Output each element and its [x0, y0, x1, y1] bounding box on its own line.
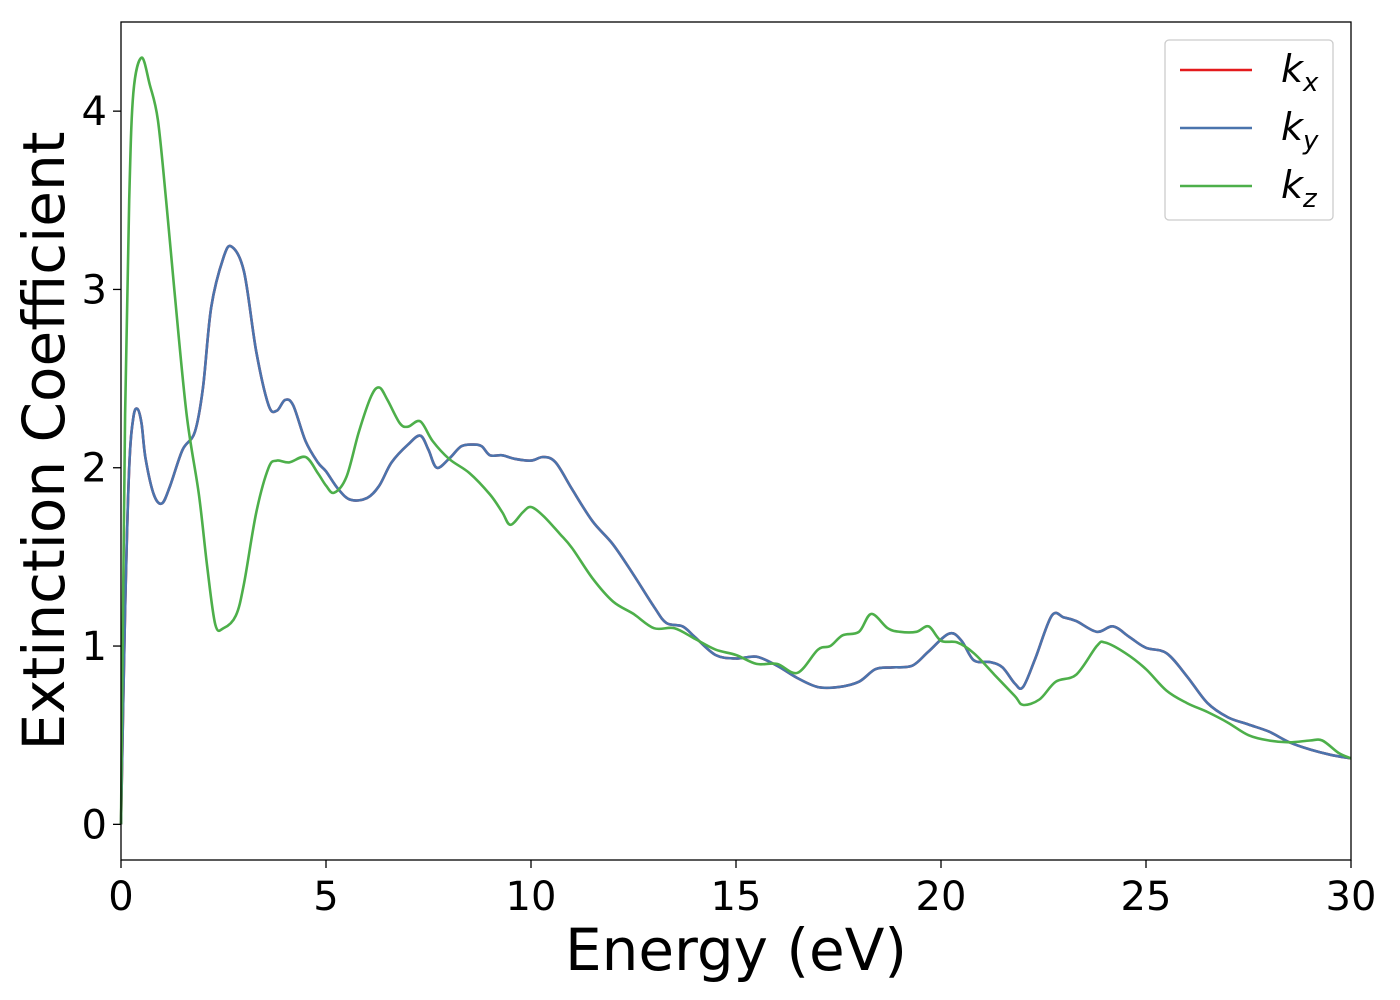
x-tick-label: 10: [506, 874, 557, 920]
series-line-y: [119, 244, 1352, 825]
y-tick-label: 3: [82, 267, 107, 313]
y-tick-label: 4: [82, 89, 107, 135]
x-tick-label: 30: [1326, 874, 1377, 920]
plot-background: [121, 22, 1351, 860]
series-line-z: [119, 56, 1352, 825]
x-axis: 0 5 10 15 20 25 30: [108, 860, 1376, 920]
x-tick-label: 25: [1121, 874, 1172, 920]
series-lines: [119, 56, 1352, 825]
legend-label-z: kz: [1281, 163, 1318, 214]
legend-label-x: kx: [1281, 47, 1319, 98]
y-tick-label: 2: [82, 446, 107, 492]
y-tick-label: 1: [82, 624, 107, 670]
y-tick-label: 0: [82, 802, 107, 848]
legend-label-y: ky: [1281, 105, 1319, 156]
legend: kx ky kz: [1164, 39, 1334, 221]
legend-frame: [1164, 39, 1334, 221]
x-axis-title: Energy (eV): [565, 916, 907, 984]
y-axis: 0 1 2 3 4: [82, 89, 121, 848]
x-tick-label: 20: [916, 874, 967, 920]
x-tick-label: 5: [313, 874, 338, 920]
y-axis-title: Extinction Coefficient: [10, 132, 78, 751]
x-tick-label: 0: [108, 874, 133, 920]
x-tick-label: 15: [711, 874, 762, 920]
